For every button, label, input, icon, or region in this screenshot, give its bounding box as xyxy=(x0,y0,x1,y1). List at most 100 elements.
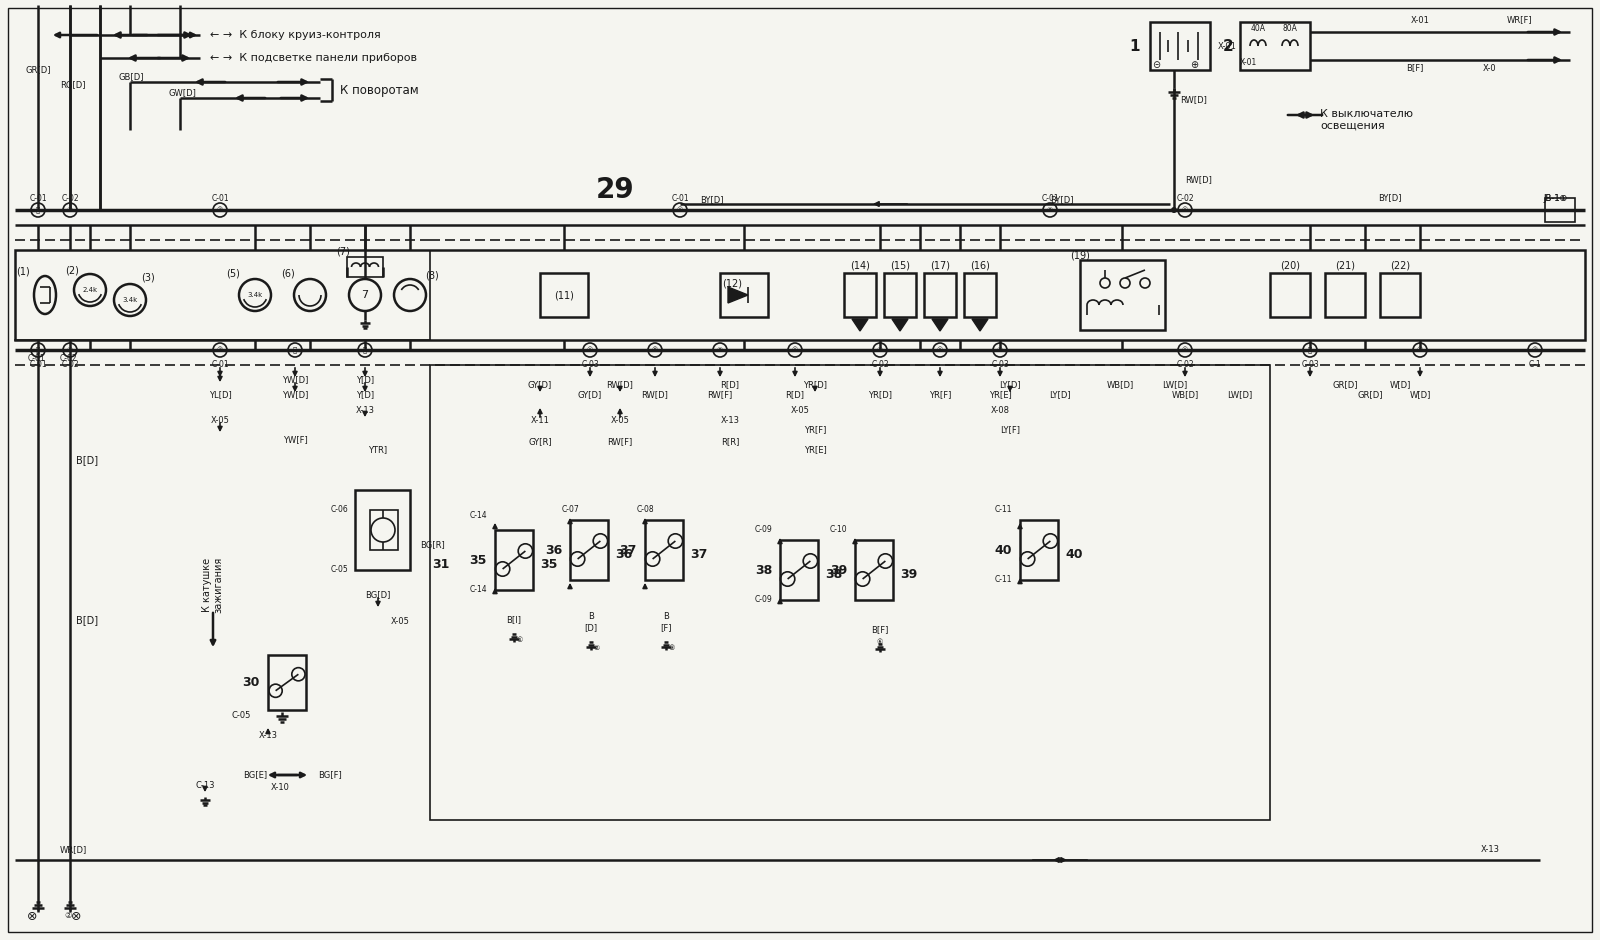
Text: C-01: C-01 xyxy=(29,359,46,368)
Circle shape xyxy=(1171,207,1178,213)
Text: C-05: C-05 xyxy=(232,711,251,719)
Text: ⊗: ⊗ xyxy=(70,910,82,922)
Text: (8): (8) xyxy=(426,270,438,280)
Text: BY[D]: BY[D] xyxy=(701,196,723,205)
Text: RG[D]: RG[D] xyxy=(61,81,85,89)
Text: (15): (15) xyxy=(890,260,910,270)
Text: C-09: C-09 xyxy=(754,596,771,604)
Bar xyxy=(1546,198,1574,222)
Text: WB[D]: WB[D] xyxy=(1106,381,1134,389)
Text: ②: ② xyxy=(877,347,883,353)
Text: BG[R]: BG[R] xyxy=(421,540,445,550)
Text: (2): (2) xyxy=(66,265,78,275)
Text: LY[F]: LY[F] xyxy=(1000,426,1021,434)
Text: (22): (22) xyxy=(1390,260,1410,270)
Text: 2.4k: 2.4k xyxy=(83,287,98,293)
Text: 40: 40 xyxy=(995,543,1013,556)
Text: X-05: X-05 xyxy=(790,405,810,415)
Polygon shape xyxy=(931,319,947,331)
Text: Y[D]: Y[D] xyxy=(355,390,374,400)
Text: YR[E]: YR[E] xyxy=(989,390,1011,400)
Text: X-05: X-05 xyxy=(611,415,629,425)
Text: (17): (17) xyxy=(930,260,950,270)
Text: 3.4k: 3.4k xyxy=(122,297,138,303)
Text: (7): (7) xyxy=(336,246,350,256)
Text: B[F]: B[F] xyxy=(1406,64,1424,72)
Text: C-09: C-09 xyxy=(754,525,771,535)
Text: 36: 36 xyxy=(544,543,562,556)
Text: C-08: C-08 xyxy=(637,506,654,514)
Text: R[R]: R[R] xyxy=(722,437,739,446)
Text: JB-1①: JB-1① xyxy=(1542,194,1566,202)
Text: ②: ② xyxy=(64,912,72,920)
Bar xyxy=(925,273,957,317)
Text: C-01: C-01 xyxy=(211,194,229,202)
Text: RW[F]: RW[F] xyxy=(707,390,733,400)
Text: ②: ② xyxy=(997,347,1003,353)
Text: RW[D]: RW[D] xyxy=(1186,176,1211,184)
Text: C-01: C-01 xyxy=(670,194,690,202)
Text: 31: 31 xyxy=(432,558,450,572)
Bar xyxy=(430,365,1270,820)
Text: C-06: C-06 xyxy=(330,506,349,514)
Text: ①: ① xyxy=(792,347,798,353)
Text: X-01: X-01 xyxy=(1240,57,1256,67)
Text: W[D]: W[D] xyxy=(1410,390,1430,400)
Text: ⑨: ⑨ xyxy=(67,347,74,353)
Text: GY[R]: GY[R] xyxy=(528,437,552,446)
Bar xyxy=(269,655,306,710)
Text: X-13: X-13 xyxy=(355,405,374,415)
Bar xyxy=(14,250,1586,340)
Text: ①: ① xyxy=(1182,347,1189,353)
Text: LY[D]: LY[D] xyxy=(1050,390,1070,400)
Text: 7: 7 xyxy=(362,290,368,300)
Text: ①: ① xyxy=(517,637,522,643)
Text: YL[D]: YL[D] xyxy=(208,390,232,400)
Polygon shape xyxy=(973,319,989,331)
Text: RW[D]: RW[D] xyxy=(606,381,634,389)
Text: 2: 2 xyxy=(1222,39,1234,54)
Bar xyxy=(541,273,589,317)
Text: C-07: C-07 xyxy=(562,506,579,514)
Text: B
[D]: B [D] xyxy=(584,612,597,632)
Text: RW[D]: RW[D] xyxy=(1181,96,1206,104)
Bar xyxy=(347,257,382,277)
Bar xyxy=(883,273,915,317)
Text: GW[D]: GW[D] xyxy=(168,88,195,98)
Text: ②: ② xyxy=(1046,207,1053,213)
Text: ③: ③ xyxy=(1531,347,1538,353)
Bar xyxy=(1021,520,1058,580)
Text: (6): (6) xyxy=(282,268,294,278)
Text: К выключателю
освещения: К выключателю освещения xyxy=(1320,109,1413,131)
Text: X-05: X-05 xyxy=(390,618,410,626)
Text: C-01: C-01 xyxy=(211,359,229,368)
Text: Y[D]: Y[D] xyxy=(355,375,374,384)
Text: ③: ③ xyxy=(218,347,222,353)
Text: B[F]: B[F] xyxy=(872,625,888,634)
Text: GR[D]: GR[D] xyxy=(1333,381,1358,389)
Text: GR[D]: GR[D] xyxy=(26,66,51,74)
Text: 37: 37 xyxy=(690,549,707,561)
Text: C-01: C-01 xyxy=(29,194,46,202)
Text: К катушке
зажигания: К катушке зажигания xyxy=(202,556,224,613)
Text: ⑪: ⑪ xyxy=(1307,347,1312,353)
Text: YW[F]: YW[F] xyxy=(283,435,307,445)
Text: YR[D]: YR[D] xyxy=(867,390,893,400)
Text: ①: ① xyxy=(1418,347,1422,353)
Text: ← →  К блоку круиз-контроля: ← → К блоку круиз-контроля xyxy=(210,30,381,40)
Text: GY[D]: GY[D] xyxy=(528,381,552,389)
Bar xyxy=(1379,273,1421,317)
Text: YR[D]: YR[D] xyxy=(803,381,827,389)
Text: ⑱: ⑱ xyxy=(293,347,298,353)
Text: C-02: C-02 xyxy=(61,194,78,202)
Text: 40: 40 xyxy=(1066,549,1083,561)
Text: X-0: X-0 xyxy=(1483,64,1498,72)
Bar xyxy=(854,540,893,600)
Bar xyxy=(494,530,533,590)
Text: C-03: C-03 xyxy=(1301,359,1318,368)
Text: C-13: C-13 xyxy=(195,780,214,790)
Text: YR[F]: YR[F] xyxy=(803,426,826,434)
Polygon shape xyxy=(728,287,749,303)
Bar xyxy=(370,510,398,550)
Text: X-10: X-10 xyxy=(270,784,290,792)
